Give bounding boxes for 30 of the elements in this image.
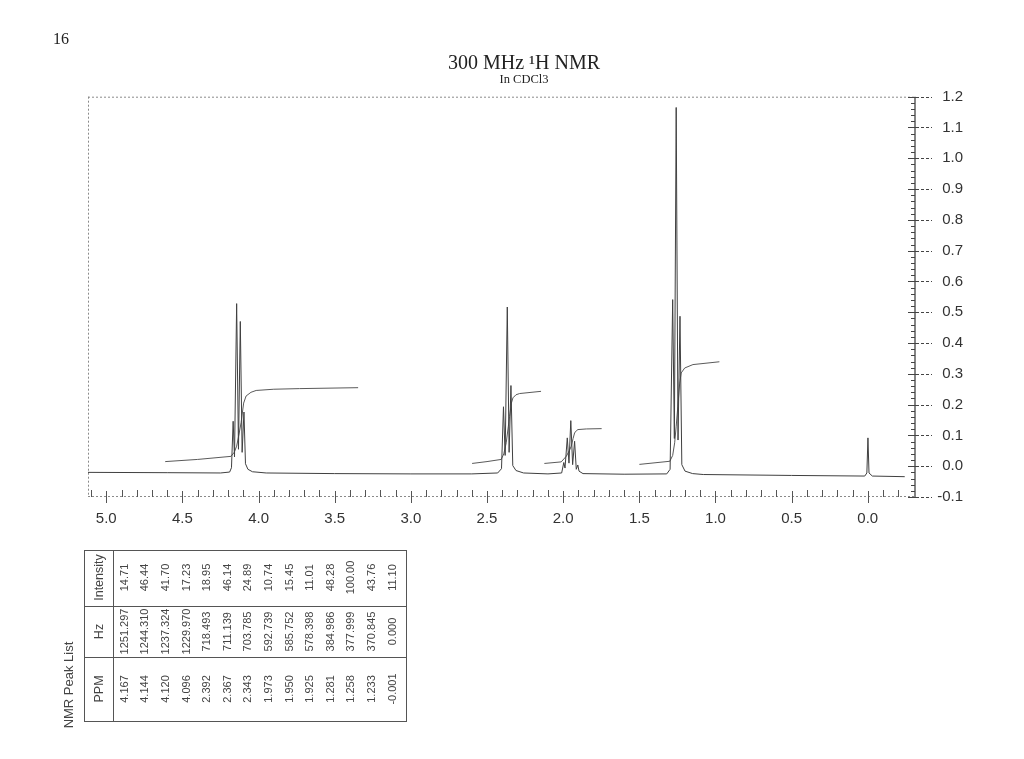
y-tick-label: -0.1: [937, 487, 963, 505]
x-tick-label: 3.0: [400, 509, 422, 527]
y-tick-label: 1.1: [942, 117, 963, 135]
x-tick-label: 2.0: [552, 509, 574, 527]
y-tick-label: 0.2: [942, 394, 963, 412]
x-tick-label: 0.5: [781, 509, 803, 527]
y-tick-label: 1.0: [942, 148, 963, 166]
x-tick-label: 3.5: [324, 509, 346, 527]
chart-subtitle: In CDCl3: [499, 72, 549, 86]
y-tick-label: 0.4: [942, 333, 963, 351]
text: NMR Peak List: [60, 641, 76, 729]
text: 16: [53, 30, 69, 47]
y-tick-label: 0.7: [942, 240, 963, 258]
y-tick-label: 1.2: [942, 86, 963, 104]
y-tick-label: 0.9: [942, 179, 963, 197]
y-tick-label: 0.8: [942, 210, 963, 228]
x-tick-label: 2.5: [476, 509, 498, 527]
x-tick-label: 5.0: [95, 509, 117, 527]
y-tick-label: 0.6: [942, 271, 963, 289]
y-tick-label: 0.0: [942, 456, 963, 474]
y-tick-label: 0.5: [942, 302, 963, 320]
x-tick-label: 0.0: [857, 509, 879, 527]
x-tick-label: 1.0: [705, 509, 726, 527]
x-tick-label: 4.5: [172, 509, 193, 527]
peak-list-table: PPM Hz Intensity 4.167 1251.297 14.71 4.144 1244.310 46.44 4.120 1237.324 41.70 4.096 1229.970 17.23 2.392 718.493 18.95 2.367 711.139 46.14 2.343 703.785 24.89 1.973 592.739 10.74 1.950 585.752 15.45 1.925 578.398 11.01 1.281 384.986 48.28 1.258 377.999 100.00 1.233 370.845 43.76 -0.001 0.000 11.10: [84, 549, 408, 722]
x-tick-label: 1.5: [628, 509, 650, 527]
y-tick-label: 0.3: [942, 363, 963, 381]
y-tick-label: 0.1: [942, 425, 963, 443]
chart-title: 300 MHz ¹H NMR: [447, 51, 601, 73]
x-tick-label: 4.0: [248, 509, 270, 527]
